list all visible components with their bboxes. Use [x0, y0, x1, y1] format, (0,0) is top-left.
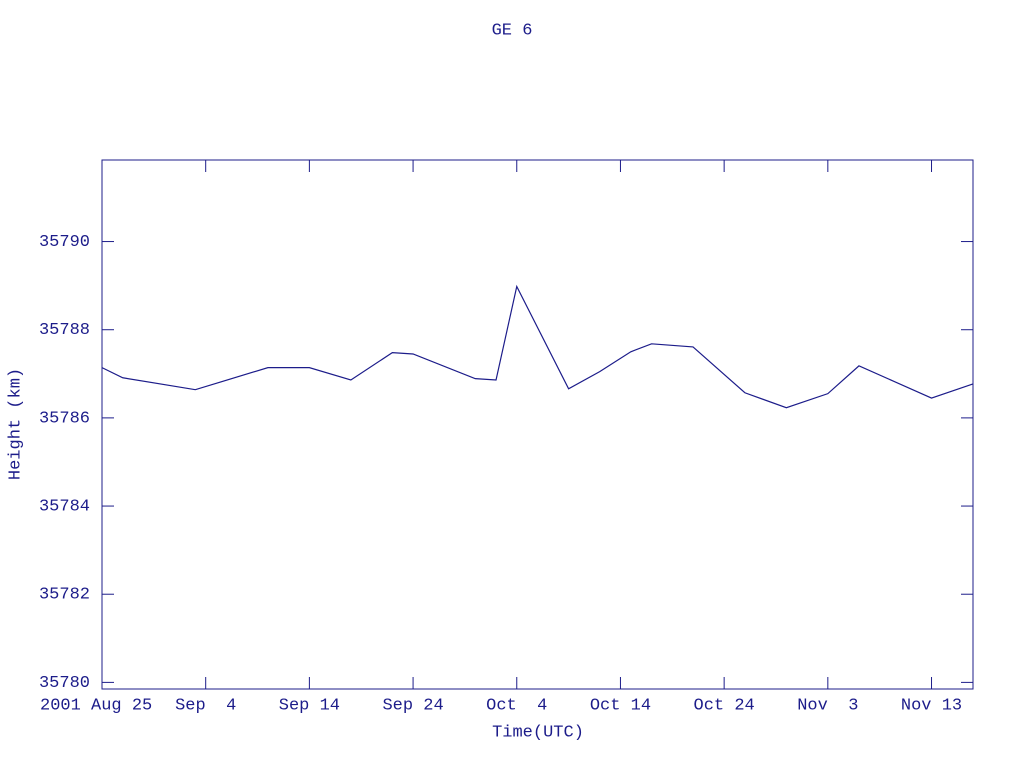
x-tick-label: Sep 24: [382, 696, 443, 715]
y-tick-label: 35784: [39, 498, 90, 517]
data-line: [101, 284, 974, 409]
x-tick-label: Sep 14: [279, 696, 340, 715]
y-axis-title: Height (km): [6, 368, 25, 480]
y-tick-label: 35788: [39, 321, 90, 340]
x-tick-label: Oct 14: [590, 696, 651, 715]
y-tick-label: 35790: [39, 233, 90, 252]
plot-frame: [101, 159, 974, 690]
x-tick-label: Sep 4: [175, 696, 236, 715]
x-tick-label: Oct 4: [486, 696, 547, 715]
y-tick-label: 35782: [39, 586, 90, 605]
y-tick-label: 35786: [39, 409, 90, 428]
x-tick-label: Oct 24: [694, 696, 755, 715]
x-axis-title: Time(UTC): [492, 723, 584, 742]
y-tick-label: 35780: [39, 674, 90, 693]
x-tick-label: Nov 13: [901, 696, 962, 715]
chart-title: GE 6: [492, 21, 533, 40]
x-tick-label: 2001 Aug 25: [40, 696, 152, 715]
x-tick-label: Nov 3: [797, 696, 858, 715]
